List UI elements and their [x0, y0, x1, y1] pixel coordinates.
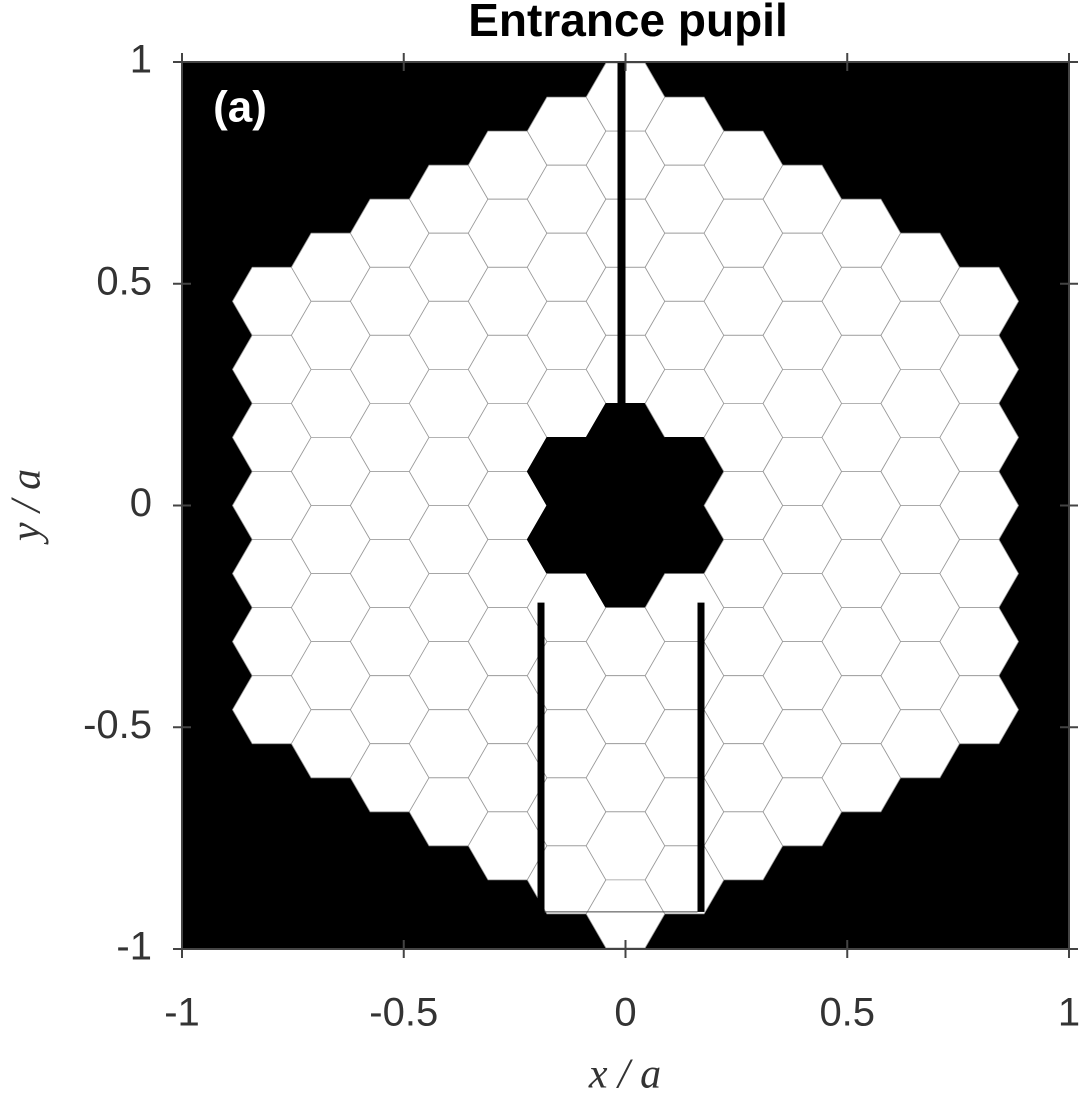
- y-tick-label: -0.5: [83, 703, 152, 747]
- annotation: (a): [213, 83, 267, 132]
- y-axis-label: y / a: [4, 469, 50, 545]
- chart-title: Entrance pupil: [468, 0, 787, 46]
- y-tick-label: -1: [116, 925, 152, 969]
- y-tick-label: 1: [130, 38, 152, 82]
- spider-strut: [617, 62, 626, 406]
- plot-area: (a): [182, 62, 1069, 949]
- x-tick-label: -0.5: [369, 991, 438, 1035]
- x-tick-label: -1: [164, 991, 200, 1035]
- mirror-segment: [939, 675, 1019, 745]
- x-tick-label: 0.5: [819, 991, 875, 1035]
- strut-right: [697, 602, 705, 912]
- axes: -1 -0.5 0 0.5 1 -1 -0.5 0 0.5 1: [83, 38, 1080, 1035]
- x-tick-label: 1: [1058, 991, 1080, 1035]
- y-tick-label: 0.5: [96, 259, 152, 303]
- y-tick-label: 0: [130, 481, 152, 525]
- x-axis-label: x / a: [588, 1052, 661, 1095]
- strut-left: [537, 602, 545, 912]
- x-tick-label: 0: [614, 991, 636, 1035]
